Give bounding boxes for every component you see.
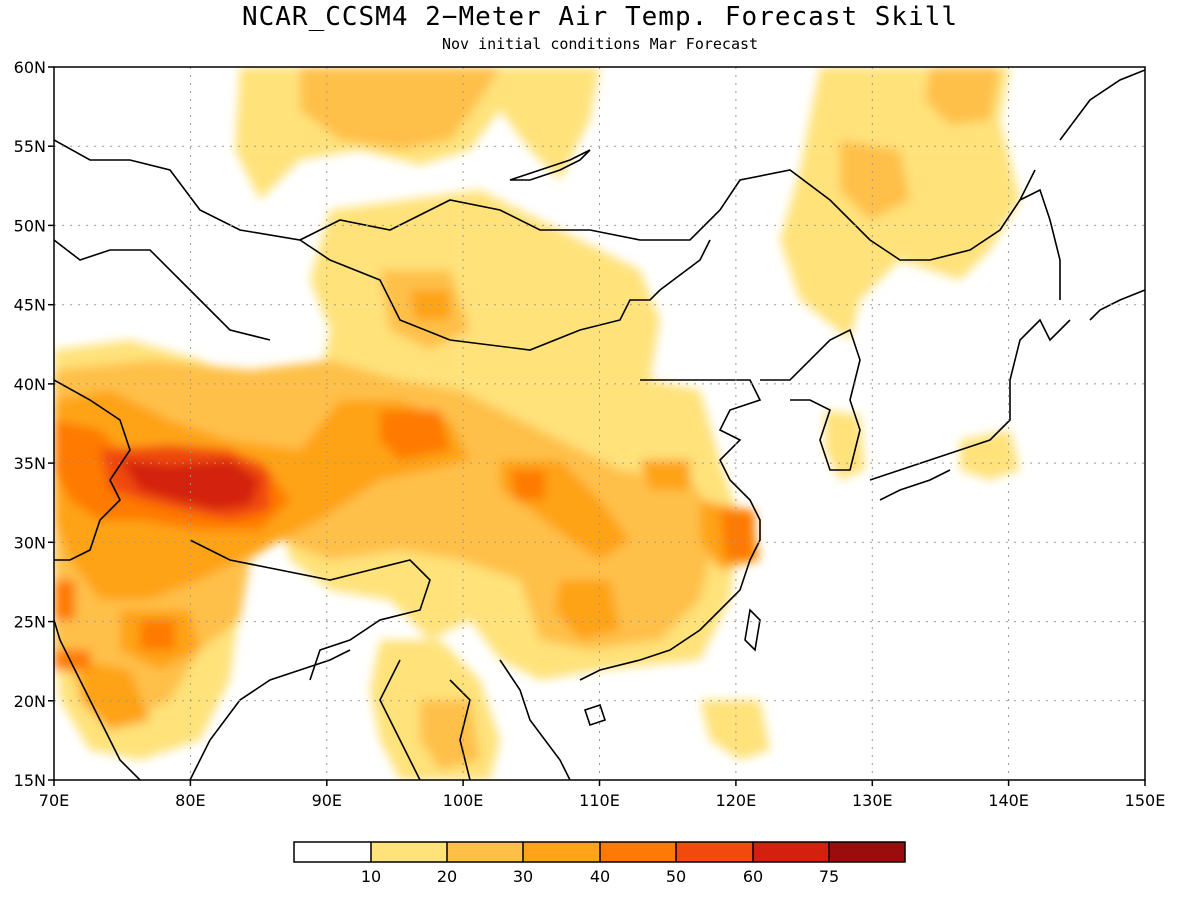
lon-tick-label: 130E [852,791,893,810]
lon-tick-labels: 70E 80E 90E 100E 110E 120E 130E 140E 150… [39,791,1166,810]
colorbar-swatch [676,842,753,862]
colorbar: 10 20 30 40 50 60 75 [293,841,906,886]
tick-marks [48,66,1146,786]
colorbar-label: 30 [513,867,533,886]
colorbar-swatch [371,842,447,862]
colorbar-label: 20 [437,867,457,886]
lat-tick-label: 55N [14,137,46,156]
colorbar-swatch [523,842,600,862]
colorbar-label: 40 [590,867,610,886]
coastlines-and-borders [54,69,1145,780]
lat-tick-label: 25N [14,613,46,632]
map-subtitle: Nov initial conditions Mar Forecast [441,35,759,53]
lat-tick-label: 30N [14,533,46,552]
skill-shading [54,67,1020,780]
lat-tick-label: 60N [14,58,46,77]
lat-tick-label: 50N [14,216,46,235]
lon-tick-label: 100E [443,791,484,810]
colorbar-label: 50 [666,867,686,886]
colorbar-swatch [294,842,371,862]
lat-tick-label: 15N [14,771,46,790]
lat-tick-labels: 15N 20N 25N 30N 35N 40N 45N 50N 55N 60N [14,58,46,790]
lat-tick-label: 40N [14,375,46,394]
lon-tick-label: 150E [1125,791,1166,810]
colorbar-swatch [753,842,829,862]
map-title: NCAR_CCSM4 2−Meter Air Temp. Forecast Sk… [241,2,959,32]
lon-tick-label: 80E [175,791,205,810]
lon-tick-label: 120E [716,791,757,810]
gridlines [54,67,1145,780]
lat-tick-label: 45N [14,296,46,315]
lat-tick-label: 35N [14,454,46,473]
lon-tick-label: 140E [988,791,1029,810]
colorbar-label: 10 [361,867,381,886]
colorbar-swatch [600,842,676,862]
colorbar-label: 75 [819,867,839,886]
colorbar-swatch [829,842,905,862]
lat-tick-label: 20N [14,692,46,711]
colorbar-swatch [447,842,523,862]
colorbar-label: 60 [743,867,763,886]
lon-tick-label: 110E [579,791,620,810]
lon-tick-label: 90E [312,791,342,810]
lon-tick-label: 70E [39,791,69,810]
